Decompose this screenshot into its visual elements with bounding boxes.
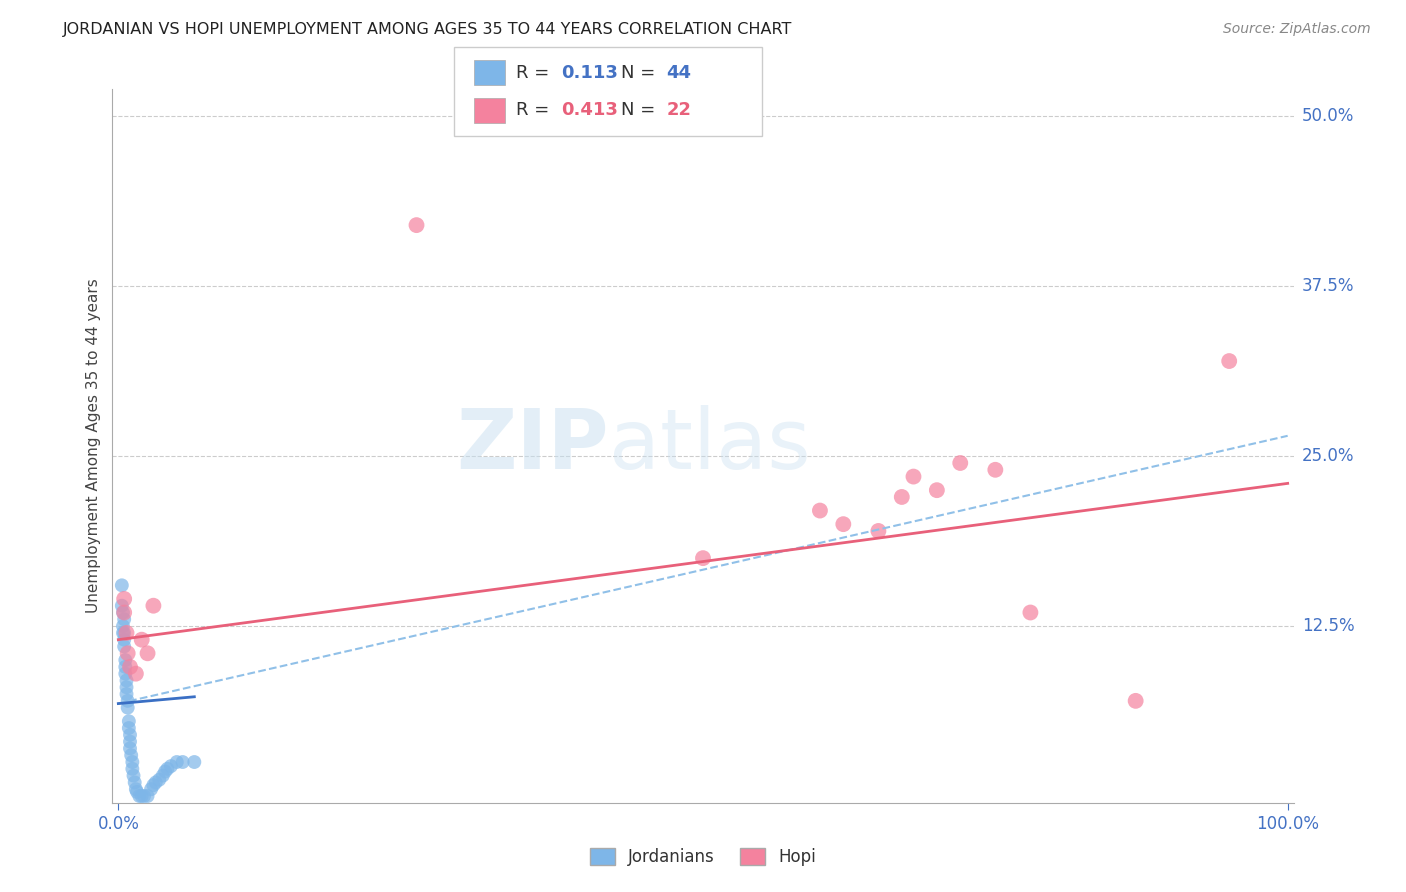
Point — [131, 632, 153, 647]
Point — [122, 769, 145, 783]
Point — [139, 782, 162, 797]
Point — [153, 764, 176, 779]
Point — [868, 524, 890, 538]
Point — [112, 626, 135, 640]
Text: JORDANIAN VS HOPI UNEMPLOYMENT AMONG AGES 35 TO 44 YEARS CORRELATION CHART: JORDANIAN VS HOPI UNEMPLOYMENT AMONG AGE… — [63, 22, 793, 37]
Point — [117, 646, 139, 660]
Text: 0.413: 0.413 — [561, 101, 617, 119]
Point — [1125, 694, 1147, 708]
Point — [125, 666, 148, 681]
Point — [115, 673, 138, 688]
Point — [183, 755, 205, 769]
Point — [115, 687, 138, 701]
Point — [131, 789, 153, 803]
Point — [112, 606, 135, 620]
Point — [117, 700, 139, 714]
Point — [692, 551, 714, 566]
Point — [145, 775, 167, 789]
Point — [125, 782, 148, 797]
Point — [142, 778, 165, 792]
Legend: Jordanians, Hopi: Jordanians, Hopi — [583, 841, 823, 873]
Point — [118, 721, 141, 735]
Point — [1218, 354, 1240, 368]
Text: 22: 22 — [666, 101, 692, 119]
Point — [112, 591, 135, 606]
Text: atlas: atlas — [609, 406, 810, 486]
Point — [125, 785, 148, 799]
Text: Source: ZipAtlas.com: Source: ZipAtlas.com — [1223, 22, 1371, 37]
Point — [156, 762, 179, 776]
Point — [903, 469, 925, 483]
Point — [160, 759, 183, 773]
Text: 12.5%: 12.5% — [1302, 617, 1354, 635]
Point — [808, 503, 831, 517]
Point — [984, 463, 1007, 477]
Text: R =: R = — [516, 101, 555, 119]
Text: N =: N = — [621, 101, 661, 119]
Text: 0.113: 0.113 — [561, 64, 617, 82]
Text: ZIP: ZIP — [456, 406, 609, 486]
Point — [124, 775, 146, 789]
Point — [148, 772, 170, 787]
Point — [112, 612, 135, 626]
Point — [132, 789, 155, 803]
Point — [166, 755, 188, 769]
Point — [949, 456, 972, 470]
Point — [118, 728, 141, 742]
Point — [114, 666, 136, 681]
Point — [118, 734, 141, 748]
Point — [142, 599, 165, 613]
Point — [890, 490, 912, 504]
Point — [117, 694, 139, 708]
Point — [114, 660, 136, 674]
Point — [121, 762, 143, 776]
Text: R =: R = — [516, 64, 555, 82]
Point — [121, 755, 143, 769]
Point — [405, 218, 427, 232]
Text: 50.0%: 50.0% — [1302, 107, 1354, 126]
Text: 37.5%: 37.5% — [1302, 277, 1354, 295]
Point — [115, 626, 138, 640]
Point — [128, 789, 150, 803]
Point — [115, 680, 138, 694]
Text: 44: 44 — [666, 64, 692, 82]
Point — [118, 741, 141, 756]
Point — [1019, 606, 1042, 620]
Point — [112, 640, 135, 654]
Point — [118, 714, 141, 729]
Text: 25.0%: 25.0% — [1302, 447, 1354, 466]
Point — [832, 517, 855, 532]
Point — [118, 660, 141, 674]
Point — [925, 483, 948, 498]
Point — [112, 632, 135, 647]
Point — [152, 769, 174, 783]
Point — [172, 755, 194, 769]
Point — [136, 646, 159, 660]
Y-axis label: Unemployment Among Ages 35 to 44 years: Unemployment Among Ages 35 to 44 years — [86, 278, 101, 614]
Point — [111, 619, 134, 633]
Point — [136, 789, 159, 803]
Point — [120, 748, 142, 763]
Point — [111, 606, 134, 620]
Point — [114, 653, 136, 667]
Text: N =: N = — [621, 64, 661, 82]
Point — [111, 626, 134, 640]
Point — [111, 578, 134, 592]
Point — [111, 599, 134, 613]
